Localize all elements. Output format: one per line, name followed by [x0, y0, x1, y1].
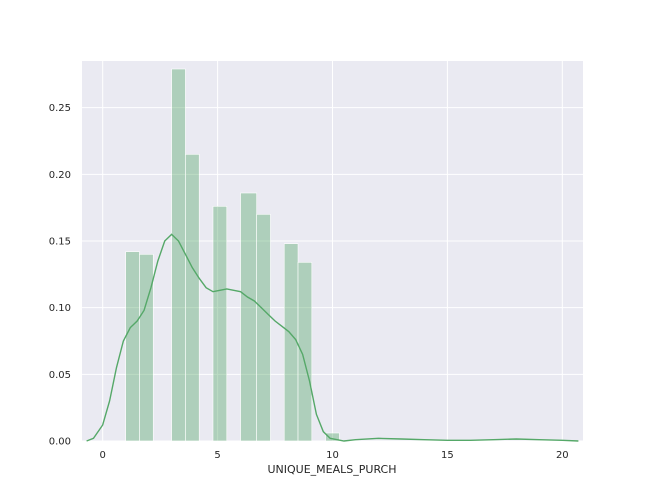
- histogram-bar-6: [256, 214, 271, 442]
- histogram-bar-2: [171, 68, 186, 442]
- y-tick-label-1: 0.05: [49, 370, 71, 381]
- x-tick-label-1: 5: [214, 450, 220, 461]
- histogram-bar-1: [139, 254, 154, 442]
- x-axis-ticks: 0 5 10 15 20: [99, 450, 568, 461]
- x-axis-label: UNIQUE_MEALS_PURCH: [268, 463, 397, 476]
- histogram-bar-8: [297, 262, 313, 442]
- x-tick-label-0: 0: [99, 450, 105, 461]
- y-tick-label-3: 0.15: [49, 237, 71, 248]
- kde-line: [86, 233, 579, 442]
- histogram-bars: [125, 68, 340, 442]
- y-tick-label-4: 0.20: [49, 170, 71, 181]
- y-tick-label-5: 0.25: [49, 103, 71, 114]
- histogram-bar-9: [325, 432, 340, 442]
- histogram-bar-4: [212, 206, 228, 442]
- histogram-bar-3: [185, 154, 200, 442]
- y-tick-label-0: 0.00: [49, 437, 71, 448]
- histogram-bar-5: [240, 192, 257, 442]
- histogram-bar-7: [283, 243, 299, 442]
- y-tick-label-2: 0.10: [49, 303, 71, 314]
- x-tick-label-2: 10: [326, 450, 339, 461]
- histogram-bar-0: [125, 251, 140, 442]
- x-tick-label-4: 20: [556, 450, 569, 461]
- x-tick-label-3: 15: [441, 450, 454, 461]
- y-axis-ticks: 0.00 0.05 0.10 0.15 0.20 0.25: [49, 103, 71, 447]
